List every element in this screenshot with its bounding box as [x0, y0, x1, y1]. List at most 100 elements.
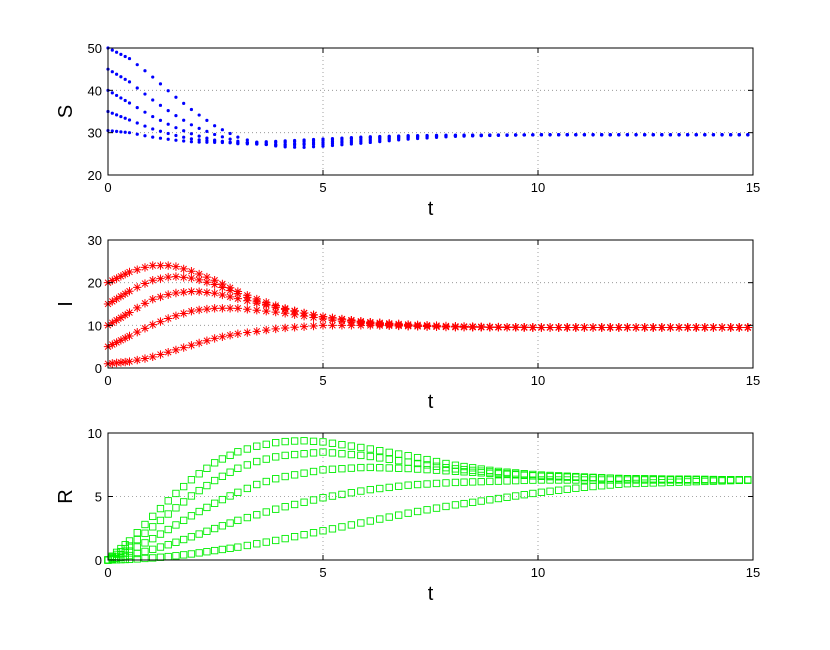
- data-point: [366, 463, 374, 472]
- data-point: [468, 322, 477, 332]
- data-point: [218, 290, 227, 300]
- data-point: [112, 338, 121, 347]
- data-point: [164, 272, 173, 282]
- x-tick-label: 15: [746, 180, 760, 195]
- data-point: [115, 129, 119, 133]
- data-point: [213, 124, 217, 128]
- data-point: [228, 131, 232, 136]
- data-point: [140, 279, 150, 288]
- data-point: [479, 133, 483, 137]
- data-point: [330, 136, 335, 141]
- data-point: [133, 303, 142, 313]
- data-point: [272, 453, 280, 461]
- data-point: [202, 278, 212, 287]
- data-point: [174, 95, 178, 99]
- data-point: [253, 480, 261, 489]
- data-point: [158, 136, 163, 140]
- data-point: [171, 311, 181, 320]
- data-point: [119, 130, 123, 134]
- data-point: [172, 521, 180, 529]
- data-point: [149, 545, 157, 553]
- data-point: [234, 464, 242, 472]
- data-point: [623, 480, 632, 488]
- data-point: [385, 464, 393, 472]
- data-point: [300, 437, 308, 445]
- data-point: [357, 451, 365, 460]
- data-point: [366, 452, 374, 461]
- data-point: [234, 543, 242, 551]
- data-point: [651, 133, 655, 137]
- data-point: [156, 516, 165, 525]
- y-axis-label: S: [55, 105, 77, 118]
- data-point: [729, 133, 733, 137]
- data-point: [140, 354, 150, 363]
- data-point: [164, 525, 172, 534]
- data-point: [539, 133, 544, 137]
- y-tick-label: 40: [88, 83, 102, 98]
- data-point: [503, 493, 511, 501]
- data-point: [121, 269, 130, 279]
- data-point: [657, 323, 667, 332]
- data-point: [444, 133, 448, 137]
- data-point: [262, 300, 271, 310]
- data-point: [112, 294, 121, 304]
- data-point: [187, 341, 196, 350]
- data-point: [720, 133, 724, 137]
- data-point: [615, 476, 623, 484]
- data-point: [194, 338, 204, 348]
- data-point: [290, 500, 299, 509]
- data-point: [233, 294, 243, 303]
- data-point: [158, 118, 163, 122]
- data-point: [203, 481, 211, 490]
- data-point: [115, 113, 119, 117]
- data-point: [125, 308, 134, 317]
- data-point: [387, 134, 391, 138]
- data-point: [253, 511, 261, 519]
- data-point: [580, 483, 589, 491]
- data-point: [496, 133, 501, 137]
- data-point: [486, 477, 494, 486]
- data-point: [357, 443, 365, 452]
- data-point: [110, 48, 114, 52]
- data-point: [403, 321, 413, 331]
- data-point: [164, 497, 172, 505]
- data-point: [252, 327, 261, 336]
- data-point: [290, 533, 299, 541]
- data-point: [511, 323, 520, 332]
- data-point: [347, 321, 356, 330]
- x-tick-label: 0: [104, 180, 111, 195]
- data-point: [623, 323, 632, 332]
- data-point: [197, 126, 201, 130]
- data-point: [413, 459, 422, 468]
- data-point: [582, 133, 587, 137]
- data-point: [151, 75, 155, 79]
- data-point: [180, 535, 188, 544]
- data-point: [203, 464, 211, 472]
- data-point: [143, 134, 147, 138]
- data-point: [347, 450, 356, 459]
- data-point: [262, 508, 270, 516]
- data-point: [135, 132, 139, 136]
- data-point: [164, 541, 172, 549]
- data-point: [171, 272, 181, 281]
- data-point: [245, 140, 249, 145]
- data-point: [112, 358, 121, 368]
- data-point: [218, 304, 227, 313]
- y-tick-label: 10: [88, 318, 102, 333]
- data-point: [280, 323, 290, 333]
- data-point: [195, 470, 203, 478]
- data-point: [511, 471, 520, 479]
- data-point: [243, 461, 251, 469]
- data-point: [243, 484, 251, 493]
- data-point: [709, 323, 718, 332]
- data-point: [205, 118, 209, 122]
- data-point: [321, 137, 325, 141]
- data-point: [683, 323, 692, 332]
- data-point: [202, 272, 212, 282]
- data-point: [328, 321, 337, 330]
- data-point: [529, 476, 537, 484]
- data-point: [233, 304, 243, 313]
- y-tick-label: 0: [95, 361, 102, 376]
